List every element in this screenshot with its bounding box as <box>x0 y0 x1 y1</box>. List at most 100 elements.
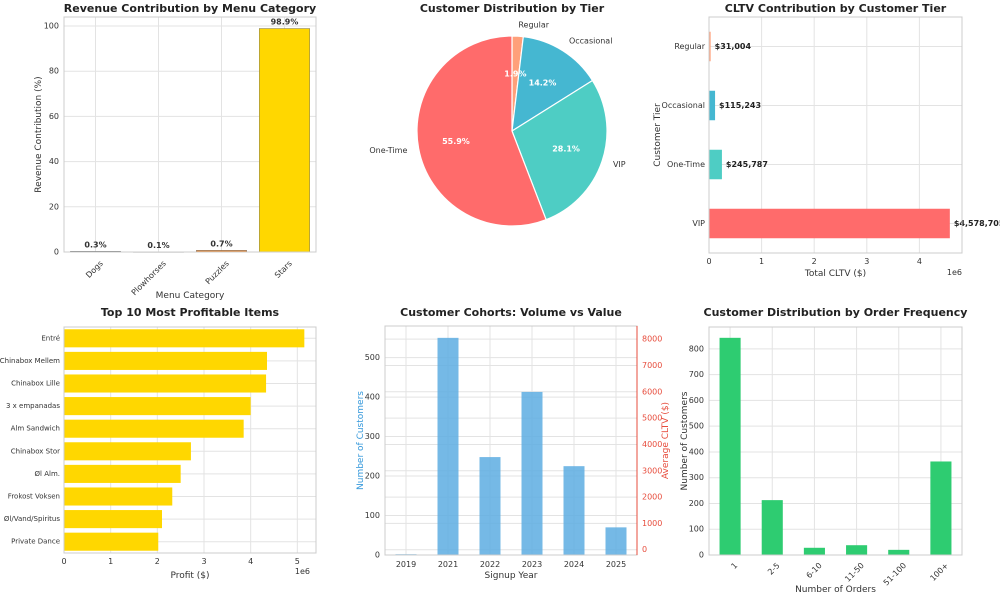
c1-title: Revenue Contribution by Menu Category <box>64 2 316 15</box>
c3-data-label: $4,578,705 <box>954 219 1000 228</box>
c1-ylabel: Revenue Contribution (%) <box>34 76 44 192</box>
c6-xtick-label: 2-5 <box>766 561 782 577</box>
c5-y2tick-label: 7000 <box>642 361 662 370</box>
c6-ytick-label: 0 <box>699 551 704 560</box>
c3-ylabel: Customer Tier <box>653 103 663 167</box>
c6-bar <box>846 545 868 555</box>
c5-frame <box>384 325 638 556</box>
c6-ytick-label: 600 <box>689 396 704 405</box>
c5-bar <box>563 466 585 555</box>
c4-x-multiplier: 1e6 <box>295 567 310 576</box>
c5-ytick-label: 400 <box>365 393 380 402</box>
c6-bar <box>761 500 783 555</box>
c5-xtick-label: 2023 <box>522 560 542 569</box>
c1-frame <box>63 16 317 253</box>
c3-ytick-label: Regular <box>674 42 705 51</box>
c3-xtick-label: 3 <box>864 257 869 266</box>
c3-xtick-label: 1 <box>759 257 764 266</box>
c4-ytick-label: Alm Sandwich <box>11 425 60 433</box>
c1-bar <box>259 28 310 253</box>
c4-frame <box>63 326 317 554</box>
c2-pct-label: 55.9% <box>442 137 470 146</box>
c6-ytick-label: 700 <box>689 370 704 379</box>
c4-xtick-label: 4 <box>248 557 253 566</box>
c3-x-multiplier: 1e6 <box>947 268 962 277</box>
c2-slice <box>416 35 547 227</box>
c1-ytick-label: 60 <box>49 112 59 121</box>
c6-bar <box>803 547 825 555</box>
c6-xtick-label: 51-100 <box>882 561 908 587</box>
c5-y2tick-label: 3000 <box>642 466 662 475</box>
c3-xtick-label: 2 <box>812 257 817 266</box>
c4-bar <box>64 487 173 506</box>
c6-ytick-label: 300 <box>689 473 704 482</box>
c5-ytick-label: 100 <box>365 511 380 520</box>
c4-ytick-label: Chinabox Lille <box>11 380 60 388</box>
c4-xtick-label: 0 <box>61 557 66 566</box>
c6-ylabel: Number of Customers <box>680 391 690 490</box>
c1-xlabel: Menu Category <box>156 291 225 301</box>
c6-ytick-label: 100 <box>689 525 704 534</box>
c2-slice <box>511 36 594 133</box>
c4-ytick-label: Chinabox Mellem <box>0 357 60 365</box>
c4-bar <box>64 329 305 348</box>
c6-xtick-label: 100+ <box>928 561 950 583</box>
c5-y2tick-label: 6000 <box>642 387 662 396</box>
c5-bar <box>479 457 501 555</box>
c4-ytick-label: 3 x empanadas <box>6 402 60 410</box>
c5-y2label: Average CLTV ($) <box>661 402 671 479</box>
c3-bar <box>709 149 722 180</box>
c4-bar <box>64 397 251 416</box>
c5-y2tick-label: 8000 <box>642 335 662 344</box>
c2-pct-label: 1.9% <box>504 70 526 79</box>
c1-ytick-label: 80 <box>49 67 59 76</box>
c2-legend-label: Regular <box>518 20 549 29</box>
c5-title: Customer Cohorts: Volume vs Value <box>400 306 622 319</box>
c6-xtick-label: 1 <box>729 561 739 571</box>
c3-data-label: $31,004 <box>715 42 752 51</box>
c4-ytick-label: Chinabox Stor <box>11 447 60 455</box>
c4-bar <box>64 464 181 483</box>
c5-bar <box>521 391 543 555</box>
c4-bar <box>64 532 159 551</box>
c6-ytick-label: 400 <box>689 447 704 456</box>
c3-xtick-label: 4 <box>917 257 922 266</box>
c3-bar <box>709 31 711 62</box>
c4-ytick-label: Frokost Voksen <box>8 493 60 501</box>
c6-title: Customer Distribution by Order Frequency <box>704 306 968 319</box>
c5-y2tick-label: 4000 <box>642 440 662 449</box>
c2-pct-label: 14.2% <box>529 78 557 87</box>
c5-xtick-label: 2021 <box>438 560 458 569</box>
c3-data-label: $245,787 <box>726 160 768 169</box>
c6-ytick-label: 200 <box>689 499 704 508</box>
c4-xtick-label: 3 <box>201 557 206 566</box>
c2-legend-label: One-Time <box>369 146 407 155</box>
c5-y2tick-label: 5000 <box>642 414 662 423</box>
c4-ytick-label: Øl Alm. <box>35 470 60 478</box>
c4-ytick-label: Entré <box>41 334 60 342</box>
c1-ytick-label: 0 <box>54 248 59 257</box>
c1-xtick-label: Stars <box>273 259 294 280</box>
c1-data-label: 0.7% <box>210 239 232 248</box>
c5-ytick-label: 0 <box>375 551 380 560</box>
c1-xtick-label: Dogs <box>84 259 105 280</box>
c1-ytick-label: 100 <box>44 22 59 31</box>
c1-data-label: 0.3% <box>84 240 106 249</box>
c2-legend-label: Occasional <box>569 37 612 46</box>
c5-ytick-label: 200 <box>365 472 380 481</box>
c6-xlabel: Number of Orders <box>795 585 876 595</box>
c5-xtick-label: 2019 <box>396 560 416 569</box>
c5-xtick-label: 2025 <box>606 560 626 569</box>
c5-xtick-label: 2024 <box>564 560 584 569</box>
c6-bar <box>888 549 910 555</box>
c5-y2tick-label: 0 <box>642 545 647 554</box>
c6-ytick-label: 800 <box>689 344 704 353</box>
c3-xlabel: Total CLTV ($) <box>804 269 866 279</box>
c2-legend-label: VIP <box>613 160 626 169</box>
c6-xtick-label: 6-10 <box>805 561 824 580</box>
c4-xtick-label: 2 <box>155 557 160 566</box>
c4-bar <box>64 419 244 438</box>
c3-frame <box>708 16 963 254</box>
